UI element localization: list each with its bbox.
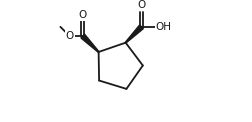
- Text: O: O: [66, 31, 74, 41]
- Text: O: O: [137, 0, 146, 10]
- Polygon shape: [125, 25, 143, 43]
- Polygon shape: [81, 34, 99, 52]
- Text: O: O: [79, 10, 87, 20]
- Text: OH: OH: [155, 22, 172, 32]
